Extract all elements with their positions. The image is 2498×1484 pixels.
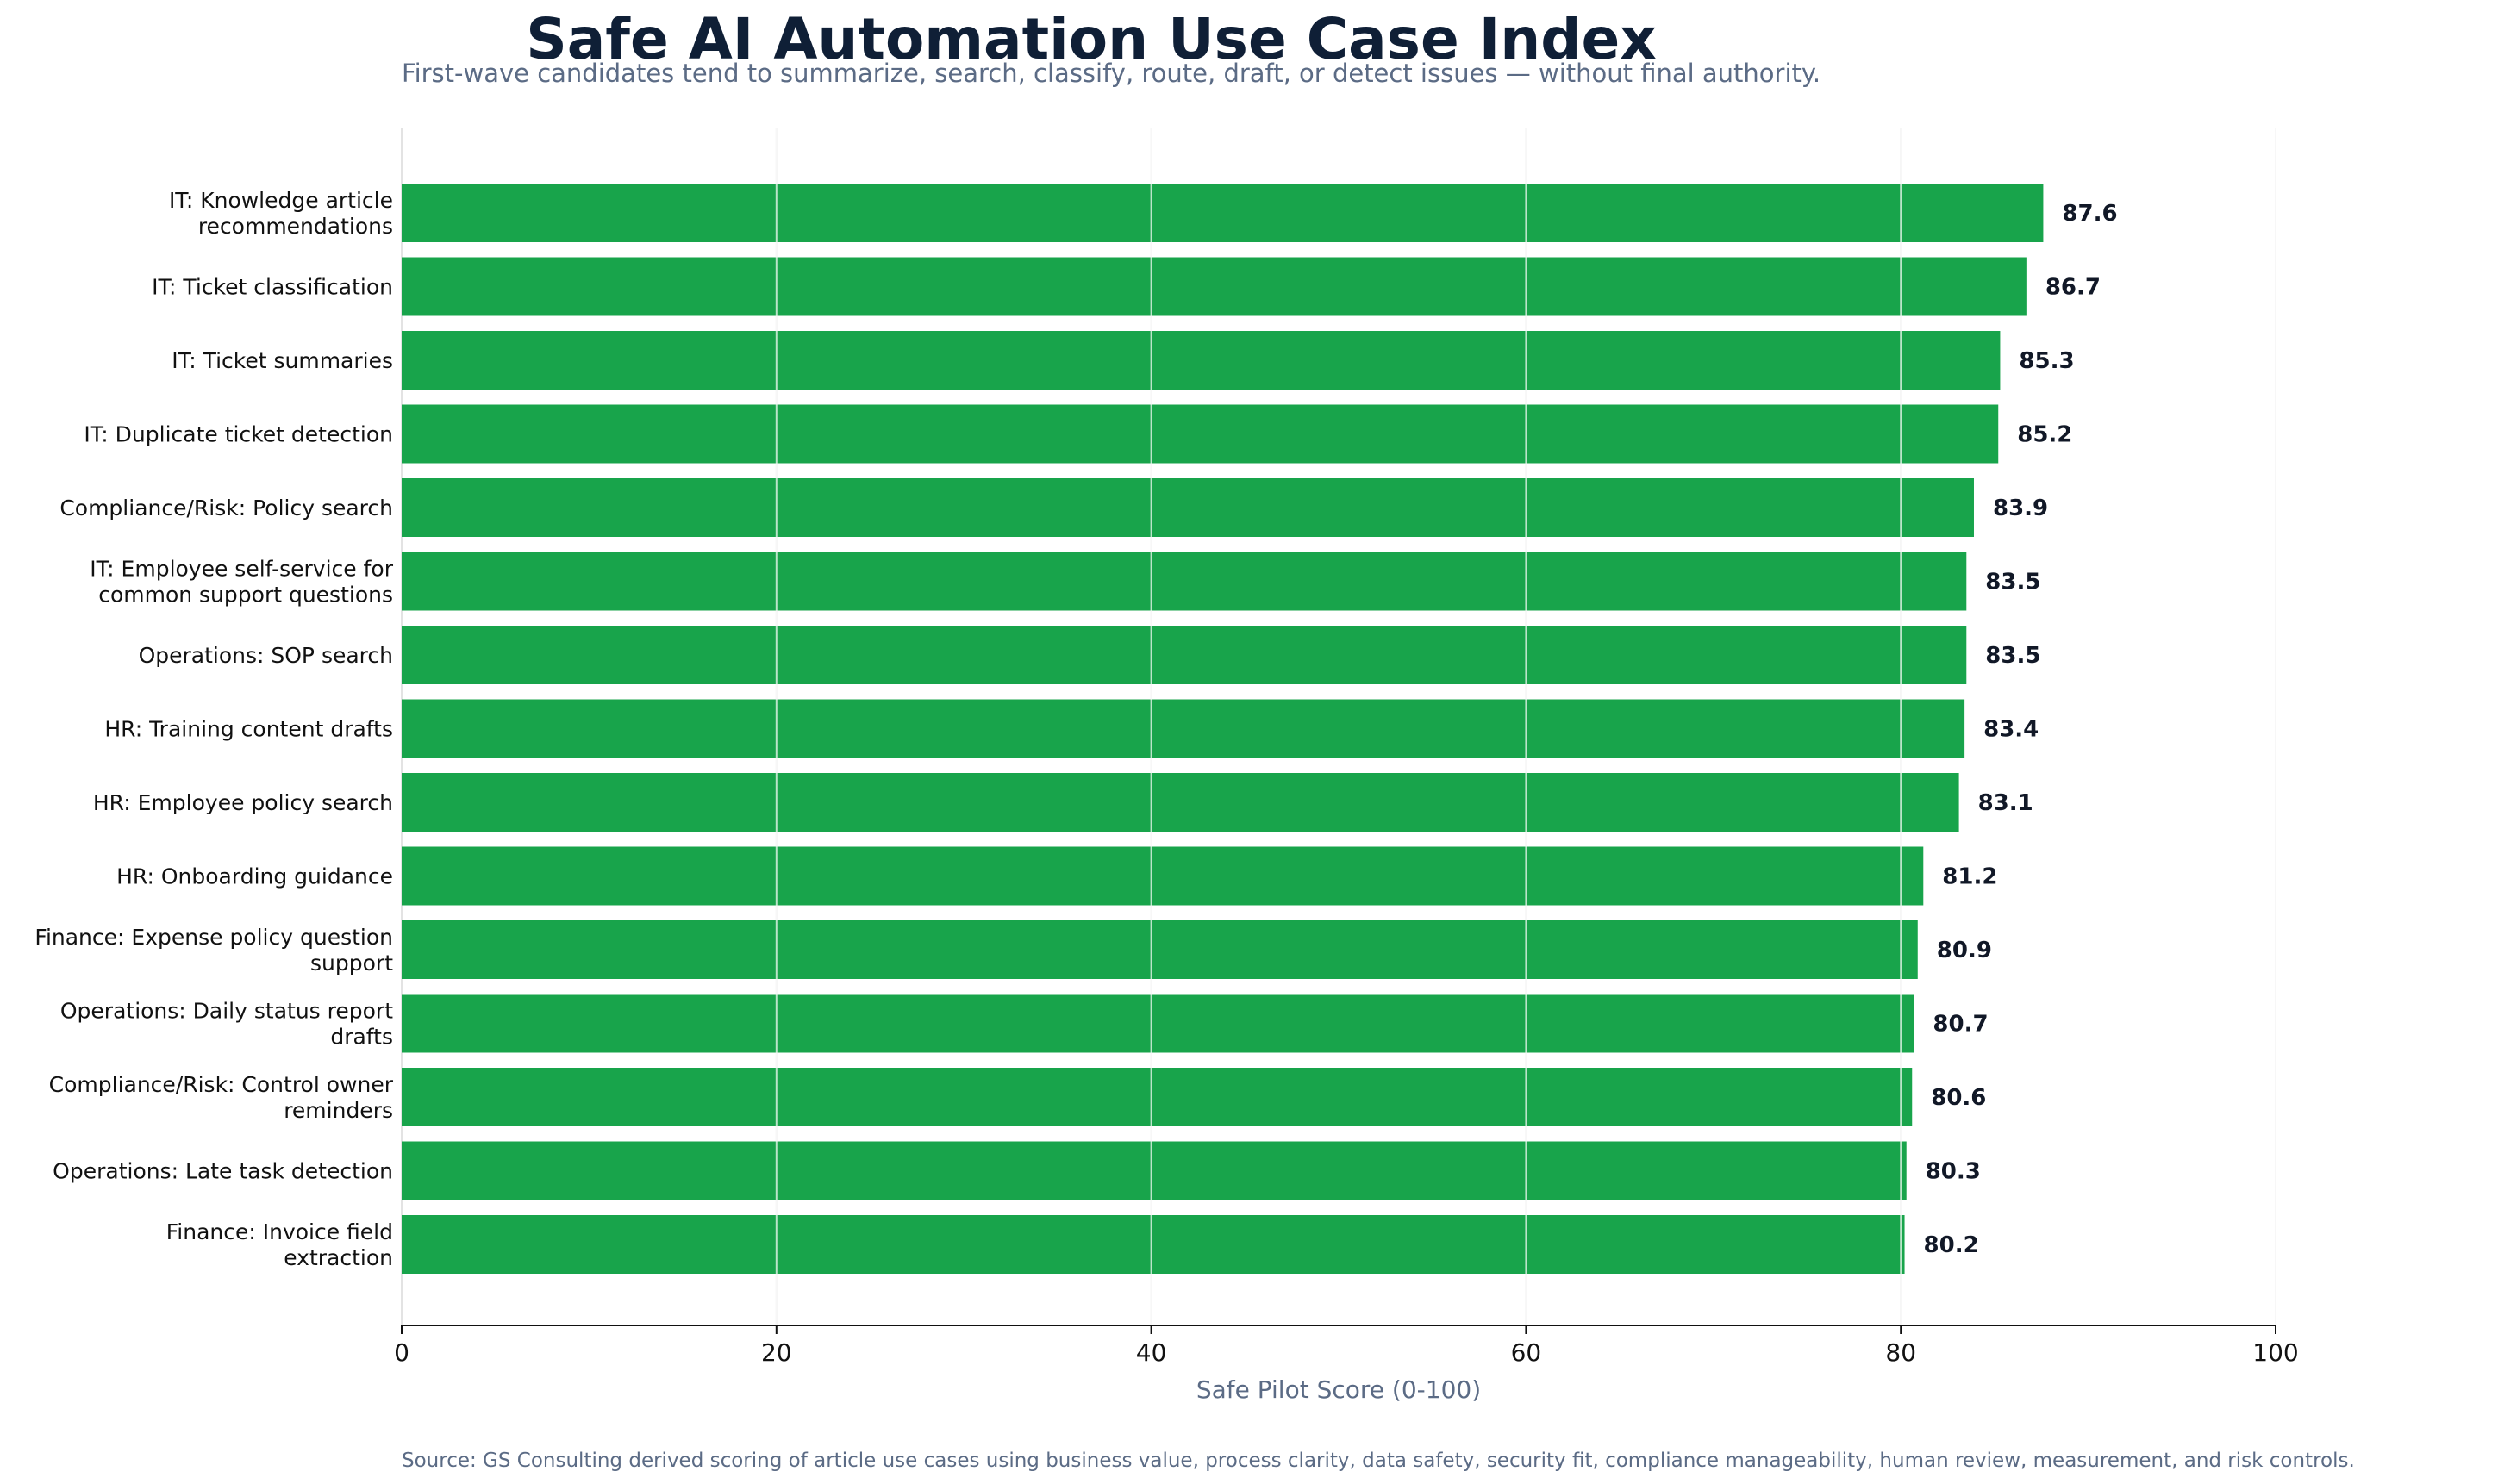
bar-1 [402, 184, 2044, 242]
value-label-4: 85.2 [2017, 422, 2072, 448]
x-axis: 0 20 40 60 80 100 [394, 1325, 2299, 1367]
category-label-3: IT: Ticket summaries [172, 348, 393, 373]
category-label-1: IT: Knowledge article recommendations [169, 188, 393, 239]
value-label-5: 83.9 [1993, 496, 2048, 521]
bar-9 [402, 773, 1959, 832]
x-tick-label-20: 20 [761, 1338, 792, 1367]
bars [402, 184, 2044, 1274]
category-label-6: IT: Employee self-service for common supp… [90, 557, 393, 608]
value-label-11: 80.9 [1937, 938, 1992, 963]
source-note: Source: GS Consulting derived scoring of… [402, 1450, 2355, 1472]
value-label-7: 83.5 [1985, 643, 2040, 669]
value-label-6: 83.5 [1985, 570, 2040, 595]
value-labels: 87.6 86.7 85.3 85.2 83.9 83.5 83.5 83.4 83.1 81.2… [1924, 201, 2118, 1258]
category-label-8: HR: Training content drafts [104, 717, 393, 742]
bar-13 [402, 1068, 1913, 1126]
x-tick-label-0: 0 [394, 1338, 409, 1367]
category-label-2: IT: Ticket classification [152, 275, 393, 300]
x-axis-title: Safe Pilot Score (0-100) [1196, 1375, 1481, 1404]
x-tick-label-60: 60 [1511, 1338, 1542, 1367]
category-label-4: IT: Duplicate ticket detection [84, 422, 393, 447]
bar-10 [402, 846, 1924, 906]
value-label-2: 86.7 [2045, 275, 2101, 301]
bar-6 [402, 552, 1967, 611]
category-label-9: HR: Employee policy search [93, 790, 393, 815]
grid-lines-overlay [775, 128, 2276, 1325]
category-label-11: Finance: Expense policy question support [34, 925, 393, 976]
x-tick-label-80: 80 [1885, 1338, 1916, 1367]
bar-4 [402, 404, 1999, 464]
bar-5 [402, 478, 1974, 537]
category-label-15: Finance: Invoice field extraction [166, 1219, 393, 1270]
category-label-7: Operations: SOP search [139, 643, 393, 668]
value-label-10: 81.2 [1942, 864, 1997, 890]
bar-3 [402, 331, 2001, 390]
category-label-12: Operations: Daily status report drafts [60, 999, 393, 1050]
bar-12 [402, 994, 1914, 1053]
value-label-9: 83.1 [1978, 790, 2033, 816]
bar-14 [402, 1141, 1907, 1200]
bar-8 [402, 699, 1965, 758]
value-label-12: 80.7 [1933, 1012, 1988, 1038]
category-labels: IT: Knowledge article recommendations IT: … [34, 188, 393, 1270]
bar-15 [402, 1215, 1905, 1274]
value-label-3: 85.3 [2019, 348, 2074, 374]
bar-2 [402, 257, 2027, 316]
value-label-8: 83.4 [1983, 717, 2039, 743]
x-tick-label-100: 100 [2252, 1338, 2298, 1367]
bar-11 [402, 920, 1918, 979]
value-label-14: 80.3 [1926, 1159, 1981, 1185]
bar-7 [402, 626, 1967, 684]
category-label-14: Operations: Late task detection [53, 1159, 393, 1184]
value-label-15: 80.2 [1924, 1232, 1979, 1258]
category-label-10: HR: Onboarding guidance [116, 864, 393, 889]
value-label-13: 80.6 [1931, 1085, 1986, 1111]
category-label-13: Compliance/Risk: Control owner reminders [49, 1072, 394, 1123]
x-tick-label-40: 40 [1136, 1338, 1167, 1367]
value-label-1: 87.6 [2062, 201, 2117, 227]
category-label-5: Compliance/Risk: Policy search [59, 496, 393, 521]
chart-subtitle: First-wave candidates tend to summarize,… [402, 59, 1820, 88]
chart-title: Safe AI Automation Use Case Index [526, 6, 1657, 72]
